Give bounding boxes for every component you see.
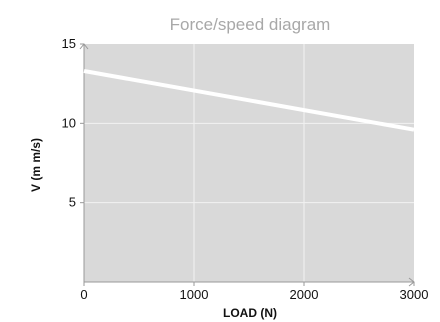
x-axis-label: LOAD (N): [223, 306, 277, 320]
tick-labels: 0 1000 2000 3000 5 10 15: [62, 36, 429, 302]
x-tick-label: 2000: [290, 287, 319, 302]
x-tick-label: 3000: [400, 287, 429, 302]
grid-lines: [84, 44, 414, 282]
y-axis-label: V (m m/s): [29, 138, 43, 192]
plot-area: [84, 44, 414, 282]
x-tick-label: 0: [80, 287, 87, 302]
y-tick-label: 5: [69, 195, 76, 210]
x-tick-label: 1000: [180, 287, 209, 302]
y-tick-label: 15: [62, 36, 76, 51]
axes: [79, 43, 415, 287]
chart-title: Force/speed diagram: [170, 15, 331, 34]
y-tick-label: 10: [62, 115, 76, 130]
series-layer: [83, 69, 415, 132]
series-line: [83, 69, 415, 132]
